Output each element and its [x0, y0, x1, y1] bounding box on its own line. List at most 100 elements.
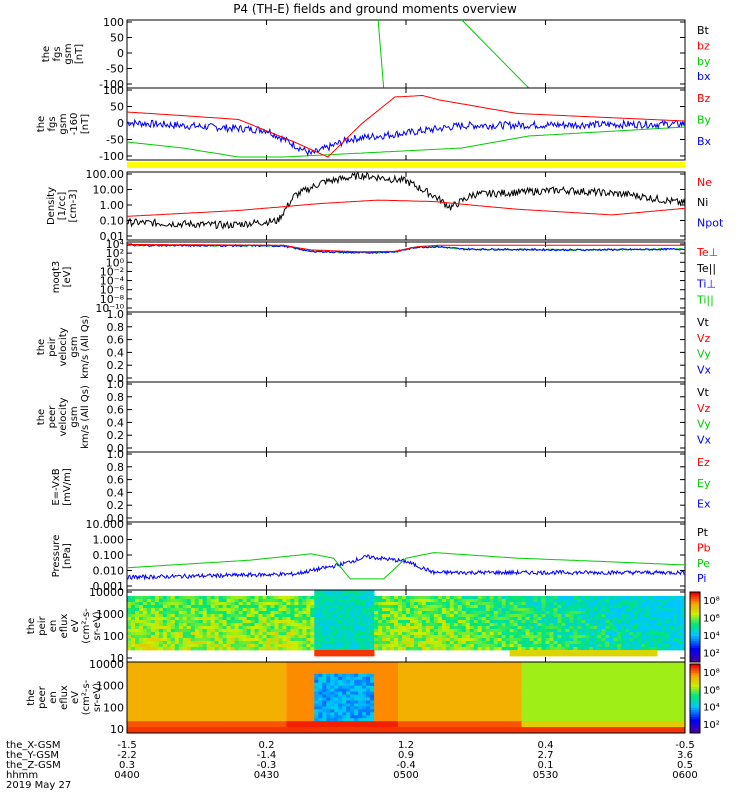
spec-cell	[645, 647, 649, 650]
spec-cell	[510, 617, 514, 620]
spec-cell	[498, 611, 502, 614]
spec-cell	[637, 611, 641, 614]
spec-cell	[394, 605, 398, 608]
spec-cell	[318, 590, 322, 593]
spec-cell	[243, 686, 247, 689]
spec-cell	[394, 686, 398, 689]
spec-cell	[438, 695, 442, 698]
spec-cell	[318, 668, 322, 671]
spec-cell	[294, 608, 298, 611]
spec-cell	[251, 647, 255, 650]
spec-cell	[418, 644, 422, 647]
spec-cell	[462, 596, 466, 599]
spec-cell	[402, 662, 406, 665]
spec-cell	[326, 701, 330, 704]
spec-cell	[167, 680, 171, 683]
spec-cell	[179, 638, 183, 641]
spec-cell	[171, 703, 175, 706]
spec-cell	[609, 632, 613, 635]
spec-cell	[175, 617, 179, 620]
spec-cell	[629, 638, 633, 641]
spec-cell	[199, 632, 203, 635]
spec-cell	[370, 715, 374, 718]
spec-cell	[155, 599, 159, 602]
spec-cell	[279, 683, 283, 686]
spec-cell	[263, 611, 267, 614]
spec-cell	[139, 689, 143, 692]
spec-cell	[446, 695, 450, 698]
spec-cell	[677, 647, 681, 650]
spec-cell	[131, 647, 135, 650]
spec-cell	[155, 668, 159, 671]
spec-cell	[215, 611, 219, 614]
spec-cell	[462, 629, 466, 632]
spec-cell	[629, 620, 633, 623]
spec-cell	[558, 644, 562, 647]
spec-cell	[322, 715, 326, 718]
spec-cell	[358, 635, 362, 638]
spec-cell	[191, 677, 195, 680]
spec-cell	[366, 599, 370, 602]
spec-cell	[613, 614, 617, 617]
spec-cell	[171, 611, 175, 614]
spec-cell	[354, 677, 358, 680]
spec-cell	[621, 638, 625, 641]
spec-cell	[175, 596, 179, 599]
spec-cell	[350, 644, 354, 647]
spec-cell	[649, 653, 653, 656]
spec-cell	[378, 620, 382, 623]
spec-cell	[426, 701, 430, 704]
spec-cell	[259, 709, 263, 712]
spec-cell	[155, 689, 159, 692]
spec-cell	[621, 596, 625, 599]
spec-cell	[306, 701, 310, 704]
spec-cell	[502, 608, 506, 611]
spec-cell	[450, 695, 454, 698]
spec-cell	[259, 727, 263, 730]
spec-cell	[279, 674, 283, 677]
spec-cell	[306, 644, 310, 647]
spec-cell	[645, 638, 649, 641]
spec-cell	[231, 665, 235, 668]
spec-cell	[402, 644, 406, 647]
spec-cell	[294, 623, 298, 626]
spec-cell	[282, 721, 286, 724]
spec-cell	[346, 617, 350, 620]
spec-cell	[219, 718, 223, 721]
spec-cell	[366, 703, 370, 706]
spec-cell	[561, 650, 565, 653]
spec-cell	[171, 614, 175, 617]
spec-cell	[657, 608, 661, 611]
spec-cell	[330, 653, 334, 656]
spec-cell	[442, 715, 446, 718]
spec-cell	[131, 703, 135, 706]
spec-cell	[565, 629, 569, 632]
spec-cell	[314, 662, 318, 665]
spec-cell	[326, 596, 330, 599]
spec-cell	[207, 611, 211, 614]
spec-cell	[565, 647, 569, 650]
spec-cell	[542, 647, 546, 650]
spec-cell	[434, 683, 438, 686]
spec-cell	[534, 629, 538, 632]
spec-cell	[155, 677, 159, 680]
spec-cell	[382, 674, 386, 677]
spec-cell	[251, 695, 255, 698]
spec-cell	[143, 641, 147, 644]
spec-cell	[458, 617, 462, 620]
spec-cell	[187, 602, 191, 605]
spec-cell	[677, 638, 681, 641]
spec-cell	[390, 602, 394, 605]
spec-cell	[581, 614, 585, 617]
spec-cell	[482, 596, 486, 599]
spec-cell	[203, 715, 207, 718]
spec-cell	[402, 718, 406, 721]
spec-cell	[215, 620, 219, 623]
spec-cell	[677, 626, 681, 629]
spec-cell	[255, 632, 259, 635]
spec-cell	[227, 695, 231, 698]
spec-cell	[410, 605, 414, 608]
spec-cell	[390, 680, 394, 683]
spec-cell	[386, 715, 390, 718]
spec-cell	[207, 709, 211, 712]
